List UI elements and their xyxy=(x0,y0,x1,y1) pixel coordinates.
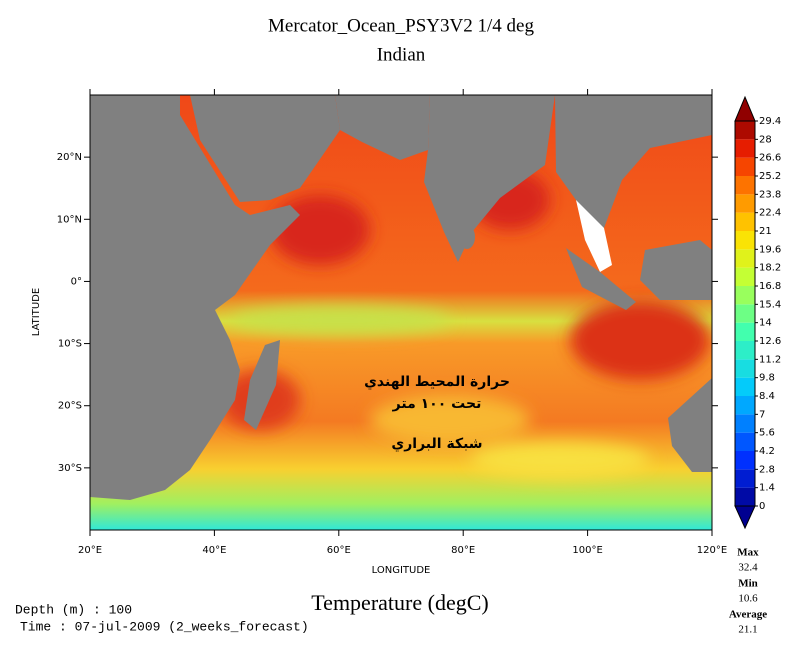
y-tick-label: 20°N xyxy=(57,152,82,163)
y-axis-label: LATITUDE xyxy=(31,288,42,336)
colorbar-tick-label: 1.4 xyxy=(759,483,775,494)
colorbar-tick-label: 26.6 xyxy=(759,153,781,164)
colorbar-segment xyxy=(735,304,755,323)
stat-value: 21.1 xyxy=(738,624,757,636)
stat-name: Max xyxy=(737,547,759,559)
colorbar-tick-label: 7 xyxy=(759,409,765,420)
colorbar-segment xyxy=(735,487,755,506)
depth: Depth (m) : 100 xyxy=(15,602,132,617)
colorbar-tick-label: 14 xyxy=(759,318,772,329)
x-tick-label: 60°E xyxy=(327,545,351,556)
colorbar-segment xyxy=(735,451,755,470)
colorbar-tick-label: 21 xyxy=(759,226,772,237)
asia xyxy=(555,95,712,242)
stat-name: Average xyxy=(729,609,767,621)
map xyxy=(90,95,712,530)
borneo xyxy=(640,240,712,300)
colorbar-segment xyxy=(735,267,755,286)
sumatra xyxy=(566,248,636,310)
subtitle: Indian xyxy=(377,44,426,65)
colorbar-tick-label: 0 xyxy=(759,501,765,512)
x-tick-label: 40°E xyxy=(202,545,226,556)
annotations: حرارة المحيط الهندي تحت ١٠٠ متر شبكة الب… xyxy=(364,374,510,453)
stat-name: Min xyxy=(738,578,758,590)
colorbar-tick-label: 5.6 xyxy=(759,428,775,439)
no-data xyxy=(576,200,612,272)
colorbar-tick-label: 18.2 xyxy=(759,263,781,274)
x-tick-label: 120°E xyxy=(697,545,727,556)
colorbar-segment xyxy=(735,396,755,415)
stat-value: 32.4 xyxy=(738,562,758,574)
annotation: شبكة البراري xyxy=(391,436,482,453)
colorbar-segment xyxy=(735,231,755,250)
colorbar-segment xyxy=(735,139,755,158)
colorbar-tick-label: 11.2 xyxy=(759,354,781,365)
annotation: حرارة المحيط الهندي xyxy=(364,374,510,391)
y-tick-label: 10°N xyxy=(57,214,82,225)
australia xyxy=(668,378,712,472)
colorbar-segment xyxy=(735,286,755,305)
colorbar-tick-label: 15.4 xyxy=(759,299,781,310)
colorbar-segment xyxy=(735,212,755,231)
colorbar-tick-label: 9.8 xyxy=(759,373,775,384)
colorbar-tick-label: 4.2 xyxy=(759,446,775,457)
arabia xyxy=(190,95,340,202)
colorbar-tick-label: 28 xyxy=(759,134,772,145)
colorbar-tick-label: 22.4 xyxy=(759,208,781,219)
colorbar-tick-label: 23.8 xyxy=(759,189,781,200)
y-tick-label: 30°S xyxy=(58,463,82,474)
colorbar-segment xyxy=(735,176,755,195)
title: Mercator_Ocean_PSY3V2 1/4 deg xyxy=(268,15,534,36)
colorbar-segment xyxy=(735,359,755,378)
colorbar-low xyxy=(734,505,756,530)
colorbar-segment xyxy=(735,469,755,488)
colorbar-high xyxy=(734,95,756,122)
colorbar-segment xyxy=(735,414,755,433)
frame xyxy=(89,94,713,531)
colorbar-tick-label: 8.4 xyxy=(759,391,775,402)
colorbar-segment xyxy=(735,194,755,213)
colorbar-tick-label: 12.6 xyxy=(759,336,781,347)
colorbar-segment xyxy=(735,341,755,360)
x-tick-label: 20°E xyxy=(78,545,102,556)
stat-value: 10.6 xyxy=(738,593,758,605)
colorbar-segment xyxy=(735,249,755,268)
y-tick-label: 20°S xyxy=(58,401,82,412)
y-tick-label: 10°S xyxy=(58,339,82,350)
africa xyxy=(90,95,300,500)
y-tick-label: 0° xyxy=(71,276,82,287)
iran xyxy=(335,95,430,160)
colorbar-segment xyxy=(735,157,755,176)
sri-lanka xyxy=(459,225,475,249)
madagascar xyxy=(244,340,280,430)
colorbar-tick-label: 2.8 xyxy=(759,464,775,475)
time: Time : 07-jul-2009 (2_weeks_forecast) xyxy=(20,619,309,634)
colorbar-segment xyxy=(735,121,755,140)
annotation: تحت ١٠٠ متر xyxy=(392,396,482,412)
x-tick-label: 80°E xyxy=(451,545,475,556)
colorbar-tick-label: 25.2 xyxy=(759,171,781,182)
colorbar-label: Temperature (degC) xyxy=(311,590,488,615)
colorbar-tick-label: 19.6 xyxy=(759,244,781,255)
x-tick-label: 100°E xyxy=(572,545,602,556)
colorbar-frame xyxy=(734,120,756,507)
colorbar-tick-label: 29.4 xyxy=(759,116,781,127)
colorbar-segment xyxy=(735,322,755,341)
colorbar-segment xyxy=(735,377,755,396)
india xyxy=(424,95,555,262)
x-axis-label: LONGITUDE xyxy=(372,565,431,576)
colorbar-segment xyxy=(735,432,755,451)
colorbar-tick-label: 16.8 xyxy=(759,281,781,292)
